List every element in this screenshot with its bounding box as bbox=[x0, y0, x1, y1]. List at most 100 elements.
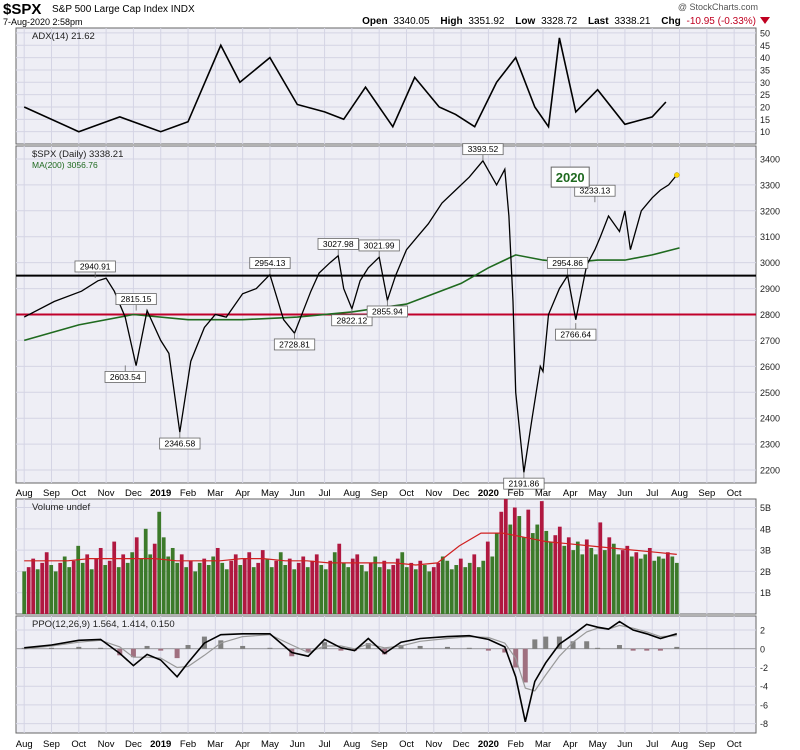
volume-bar bbox=[436, 563, 440, 614]
ppo-histogram-bar bbox=[186, 645, 191, 649]
annotation-label: 2954.86 bbox=[552, 258, 583, 268]
ppo-histogram-bar bbox=[445, 647, 450, 649]
volume-bar bbox=[369, 563, 373, 614]
xaxis-lower-label: Sep bbox=[698, 739, 715, 750]
adx-ytick-label: 35 bbox=[760, 65, 770, 75]
volume-bar bbox=[180, 554, 184, 614]
volume-bar bbox=[162, 537, 166, 614]
volume-bar bbox=[229, 561, 233, 614]
volume-bar bbox=[256, 563, 260, 614]
volume-bar bbox=[274, 561, 278, 614]
adx-ytick-label: 30 bbox=[760, 78, 770, 88]
xaxis-lower-label: Sep bbox=[371, 739, 388, 750]
xaxis-lower-label: Aug bbox=[16, 739, 33, 750]
volume-bar bbox=[36, 569, 40, 614]
volume-bar bbox=[324, 569, 328, 614]
xaxis-lower-label: Nov bbox=[98, 739, 115, 750]
volume-bar bbox=[396, 559, 400, 614]
price-ytick-label: 2200 bbox=[760, 466, 780, 476]
volume-bar bbox=[265, 559, 269, 614]
xaxis-upper-label: Apr bbox=[563, 488, 578, 499]
ppo-histogram-bar bbox=[145, 646, 150, 649]
xaxis-lower-label: Mar bbox=[535, 739, 551, 750]
volume-bar bbox=[270, 567, 274, 614]
volume-bar bbox=[297, 563, 301, 614]
volume-bar bbox=[171, 548, 175, 614]
ppo-histogram-bar bbox=[467, 648, 472, 649]
annotation-label: 2766.64 bbox=[560, 330, 591, 340]
volume-bar bbox=[625, 546, 629, 614]
price-ytick-label: 2600 bbox=[760, 362, 780, 372]
volume-bar bbox=[189, 561, 193, 614]
volume-bar bbox=[351, 559, 355, 614]
volume-bar bbox=[567, 537, 571, 614]
volume-bar bbox=[562, 546, 566, 614]
volume-bar bbox=[607, 537, 611, 614]
price-ytick-label: 2900 bbox=[760, 284, 780, 294]
adx-panel-title: ADX(14) 21.62 bbox=[32, 31, 95, 42]
xaxis-lower-label: Aug bbox=[671, 739, 688, 750]
price-ytick-label: 2500 bbox=[760, 388, 780, 398]
volume-bar bbox=[490, 557, 494, 615]
volume-bar bbox=[49, 565, 53, 614]
xaxis-upper-label: Dec bbox=[453, 488, 470, 499]
adx-ytick-label: 45 bbox=[760, 41, 770, 51]
volume-bar bbox=[459, 559, 463, 614]
xaxis-lower-label: Jul bbox=[646, 739, 658, 750]
volume-ytick-label: 5B bbox=[760, 503, 771, 513]
ppo-histogram-bar bbox=[631, 649, 636, 651]
price-ytick-label: 3200 bbox=[760, 206, 780, 216]
xaxis-lower-label: Apr bbox=[563, 739, 578, 750]
xaxis-lower-label: Dec bbox=[453, 739, 470, 750]
annotation-label: 2940.91 bbox=[80, 261, 111, 271]
volume-bar bbox=[414, 569, 418, 614]
volume-bar bbox=[544, 531, 548, 614]
volume-bar bbox=[432, 567, 436, 614]
xaxis-lower-label: Aug bbox=[343, 739, 360, 750]
volume-bar bbox=[252, 567, 256, 614]
volume-bar bbox=[126, 563, 130, 614]
volume-bar bbox=[454, 565, 458, 614]
price-ytick-label: 2800 bbox=[760, 310, 780, 320]
xaxis-upper-label: May bbox=[261, 488, 279, 499]
volume-bar bbox=[589, 548, 593, 614]
xaxis-upper-label: Dec bbox=[125, 488, 142, 499]
xaxis-lower-label: Jun bbox=[290, 739, 305, 750]
xaxis-upper-label: Jul bbox=[646, 488, 658, 499]
volume-bar bbox=[54, 571, 58, 614]
ma200-label: MA(200) 3056.76 bbox=[32, 160, 98, 170]
ppo-ytick-label: 2 bbox=[760, 626, 765, 636]
volume-bar bbox=[261, 550, 265, 614]
volume-bar bbox=[675, 563, 679, 614]
volume-bar bbox=[652, 561, 656, 614]
ppo-histogram-bar bbox=[267, 648, 272, 649]
volume-bar bbox=[360, 565, 364, 614]
volume-bar bbox=[621, 550, 625, 614]
price-panel-title: $SPX (Daily) 3338.21 bbox=[32, 149, 123, 160]
volume-bar bbox=[517, 516, 521, 614]
annotation-label: 3027.98 bbox=[323, 239, 354, 249]
volume-bar bbox=[634, 552, 638, 614]
volume-bar bbox=[418, 561, 422, 614]
ppo-ytick-label: 0 bbox=[760, 644, 765, 654]
volume-bar bbox=[337, 544, 341, 614]
xaxis-upper-label: Jul bbox=[318, 488, 330, 499]
annotation-label: 2191.86 bbox=[509, 479, 540, 489]
volume-bar bbox=[535, 525, 539, 614]
volume-bar bbox=[40, 563, 44, 614]
volume-bar bbox=[202, 559, 206, 614]
volume-bar bbox=[333, 552, 337, 614]
ppo-histogram-bar bbox=[595, 648, 600, 649]
price-ytick-label: 3400 bbox=[760, 154, 780, 164]
xaxis-lower-label: Jun bbox=[617, 739, 632, 750]
annotation-label: 2815.15 bbox=[121, 294, 152, 304]
price-ytick-label: 3100 bbox=[760, 232, 780, 242]
price-ytick-label: 3000 bbox=[760, 258, 780, 268]
volume-ytick-label: 1B bbox=[760, 588, 771, 598]
volume-bar bbox=[117, 567, 121, 614]
volume-bar bbox=[387, 569, 391, 614]
xaxis-upper-label: Aug bbox=[16, 488, 33, 499]
volume-bar bbox=[657, 557, 661, 615]
xaxis-lower-label: Oct bbox=[399, 739, 414, 750]
ppo-histogram-bar bbox=[158, 649, 163, 651]
